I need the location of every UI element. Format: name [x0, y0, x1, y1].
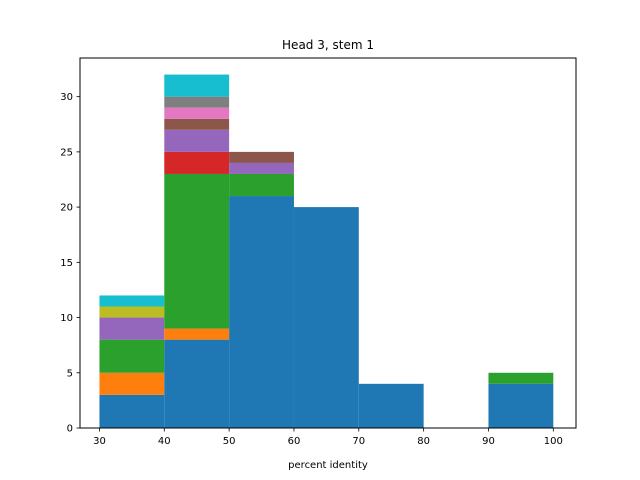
x-tick-label: 40 — [158, 436, 171, 447]
x-tick-label: 50 — [223, 436, 236, 447]
bar-series-4-bin-40 — [164, 151, 230, 174]
bar-series-8-bin-40 — [164, 96, 230, 108]
bar-series-7-bin-40 — [164, 107, 230, 119]
y-tick-label: 25 — [60, 147, 73, 158]
plot-frame — [79, 57, 577, 429]
bar-series-9-bin-30 — [99, 306, 165, 318]
chart-title: Head 3, stem 1 — [282, 38, 374, 52]
bar-series-6-bin-40 — [164, 118, 230, 130]
y-axis: 0 5 10 15 20 25 30 — [60, 92, 80, 435]
y-tick-label: 30 — [60, 92, 73, 103]
bar-series-5-bin-40 — [164, 129, 230, 152]
y-tick-label: 0 — [67, 424, 73, 435]
x-tick-label: 60 — [288, 436, 301, 447]
bar-series-3-bin-40 — [164, 173, 230, 329]
y-tick-label: 5 — [67, 368, 73, 379]
x-axis: 30 40 50 60 70 80 90 100 — [93, 428, 563, 447]
bar-series-1-bin-60 — [293, 207, 359, 428]
bar-series-3-bin-90 — [488, 372, 554, 384]
x-axis-label: percent identity — [288, 460, 368, 471]
x-tick-label: 90 — [482, 436, 495, 447]
bar-series-2-bin-30 — [99, 372, 165, 395]
x-tick-label: 70 — [352, 436, 365, 447]
bars-group — [99, 74, 554, 428]
bar-series-10-bin-40 — [164, 74, 230, 97]
y-tick-label: 15 — [60, 258, 73, 269]
bar-series-2-bin-40 — [164, 328, 230, 340]
bar-series-1-bin-70 — [358, 383, 424, 428]
y-tick-label: 10 — [60, 313, 73, 324]
bar-series-5-bin-50 — [229, 162, 294, 174]
bar-series-3-bin-30 — [99, 339, 165, 373]
bar-series-1-bin-40 — [164, 339, 230, 428]
bar-series-10-bin-30 — [99, 295, 165, 307]
bar-series-6-bin-50 — [229, 151, 294, 163]
bar-series-1-bin-30 — [99, 394, 165, 428]
x-tick-label: 30 — [93, 436, 106, 447]
bar-series-3-bin-50 — [229, 173, 294, 197]
bar-series-1-bin-50 — [229, 196, 294, 428]
bar-series-5-bin-30 — [99, 317, 165, 340]
bar-series-1-bin-90 — [488, 383, 554, 428]
x-tick-label: 100 — [544, 436, 563, 447]
y-tick-label: 20 — [60, 203, 73, 214]
x-tick-label: 80 — [417, 436, 430, 447]
